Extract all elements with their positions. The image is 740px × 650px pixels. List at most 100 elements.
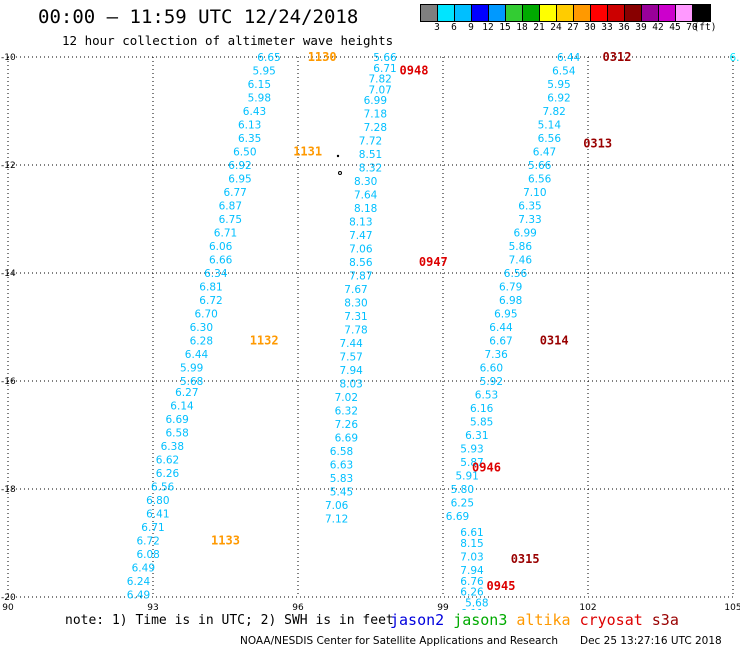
wave-height-point: 6.35 <box>238 133 261 145</box>
wave-height-point: 7.26 <box>335 419 359 431</box>
legend-swatch <box>591 5 608 21</box>
wave-height-point: 7.06 <box>325 500 349 512</box>
wave-height-point: 7.10 <box>523 187 546 199</box>
pass-time-label: 1133 <box>211 533 240 547</box>
wave-height-point: 7.03 <box>460 552 483 564</box>
pass-time-label: 0945 <box>487 579 516 593</box>
pass-time-label: 1130 <box>308 50 337 64</box>
mission-cryosat: cryosat <box>579 611 643 629</box>
legend-swatch <box>540 5 557 21</box>
legend-swatch <box>506 5 523 21</box>
wave-height-point: 6.56 <box>538 133 562 145</box>
wave-height-point: 6.0 <box>729 52 740 64</box>
wave-height-point: 7.82 <box>542 106 565 118</box>
wave-height-point: 6.49 <box>127 589 150 601</box>
pass-time-label: 0313 <box>583 136 612 150</box>
wave-height-point: 5.83 <box>330 473 353 485</box>
wave-height-point: 6.72 <box>136 535 159 547</box>
legend-label: 3 <box>434 22 440 33</box>
wave-height-point: 6.50 <box>233 147 256 159</box>
wave-height-point: 7.02 <box>335 392 358 404</box>
wave-height-point: 6.99 <box>364 95 387 107</box>
wave-height-point: 7.87 <box>349 271 372 283</box>
wave-height-point: 6.71 <box>373 63 396 75</box>
legend-label: 6 <box>451 22 457 33</box>
pass-time-label: 0315 <box>511 552 540 566</box>
wave-height-point: 6.49 <box>132 562 155 574</box>
wave-height-point: 8.30 <box>344 298 367 310</box>
x-tick-label: 105 <box>724 603 740 610</box>
wave-height-point: 6.77 <box>223 187 246 199</box>
wave-height-point: 5.80 <box>451 484 474 496</box>
y-tick-label: -18 <box>1 485 16 495</box>
wave-height-point: 6.32 <box>335 406 358 418</box>
wave-height-point: 6.58 <box>330 446 353 458</box>
wave-height-point: 8.30 <box>354 176 377 188</box>
wave-height-point: 7.44 <box>339 338 363 350</box>
credit-text: NOAA/NESDIS Center for Satellite Applica… <box>240 635 558 647</box>
wave-height-point: 5.92 <box>480 376 503 388</box>
wave-height-point: 7.94 <box>339 365 363 377</box>
wave-height-point: 6.11 <box>460 608 483 610</box>
wave-height-point: 6.71 <box>141 522 164 534</box>
wave-height-point: 7.78 <box>344 325 367 337</box>
y-tick-label: -10 <box>1 53 16 63</box>
wave-height-point: 5.98 <box>248 93 271 105</box>
wave-height-point: 6.06 <box>209 241 233 253</box>
y-tick-label: -14 <box>1 269 16 279</box>
wave-height-point: 7.47 <box>349 230 372 242</box>
wave-height-point: 5.68 <box>180 376 203 388</box>
wave-height-point: 6.38 <box>161 441 184 453</box>
wave-height-point: 6.71 <box>214 228 237 240</box>
wave-height-point: 6.81 <box>199 282 222 294</box>
pass-time-label: 1131 <box>293 145 322 159</box>
legend-label: 27 <box>567 22 579 33</box>
wave-height-point: 6.35 <box>518 201 541 213</box>
wave-height-point: 6.41 <box>146 508 169 520</box>
legend-label: (ft) <box>693 22 717 33</box>
wave-height-point: 6.87 <box>219 201 242 213</box>
wave-height-point: 5.66 <box>373 52 397 64</box>
wave-height-point: 5.14 <box>538 120 562 132</box>
wave-height-point: 6.25 <box>451 498 474 510</box>
legend-swatch <box>574 5 591 21</box>
wave-height-point: 6.54 <box>552 66 576 78</box>
wave-height-point: 7.94 <box>460 565 484 577</box>
wave-height-point: 7.82 <box>368 74 391 86</box>
wave-height-point: 7.72 <box>359 136 382 148</box>
legend-swatch <box>642 5 659 21</box>
wave-height-point: 6.95 <box>494 309 517 321</box>
wave-height-point: 6.16 <box>470 403 494 415</box>
wave-height-point: 5.99 <box>180 363 203 375</box>
wave-height-point: 6.79 <box>499 282 522 294</box>
mission-jason2: jason2 <box>390 611 445 629</box>
wave-height-point: 6.14 <box>170 400 194 412</box>
wave-height-map: 90 93 96 99 102 105 -10 -12 -14 -16 -18 -20 6.65 5.95… <box>1 50 740 610</box>
wave-height-point: 6.26 <box>156 468 180 480</box>
mission-jason3: jason3 <box>453 611 508 629</box>
wave-height-point: 8.15 <box>460 538 483 550</box>
legend-swatch <box>625 5 642 21</box>
legend-label: 36 <box>618 22 630 33</box>
legend-swatch <box>693 5 710 21</box>
legend-swatch <box>489 5 506 21</box>
chart-subtitle: 12 hour collection of altimeter wave hei… <box>62 33 394 48</box>
x-tick-label: 102 <box>579 603 596 610</box>
legend-swatch <box>455 5 472 21</box>
pass-time-label: 1132 <box>250 334 279 348</box>
wave-height-point: 6.43 <box>243 106 266 118</box>
mission-s3a: s3a <box>651 611 679 629</box>
wave-height-point: 5.68 <box>465 597 488 609</box>
wave-height-point: 6.75 <box>219 214 242 226</box>
legend-label: 9 <box>468 22 474 33</box>
wave-height-point: 6.24 <box>127 576 151 588</box>
legend-label: 15 <box>499 22 511 33</box>
legend-label: 21 <box>533 22 545 33</box>
wave-height-point: 6.47 <box>533 147 556 159</box>
wave-height-point: 6.92 <box>547 93 570 105</box>
legend-label: 70 <box>686 22 698 33</box>
wave-height-point: 6.27 <box>175 387 198 399</box>
wave-height-point: 5.85 <box>470 417 493 429</box>
legend-label: 30 <box>584 22 596 33</box>
wave-height-point: 6.13 <box>238 120 261 132</box>
